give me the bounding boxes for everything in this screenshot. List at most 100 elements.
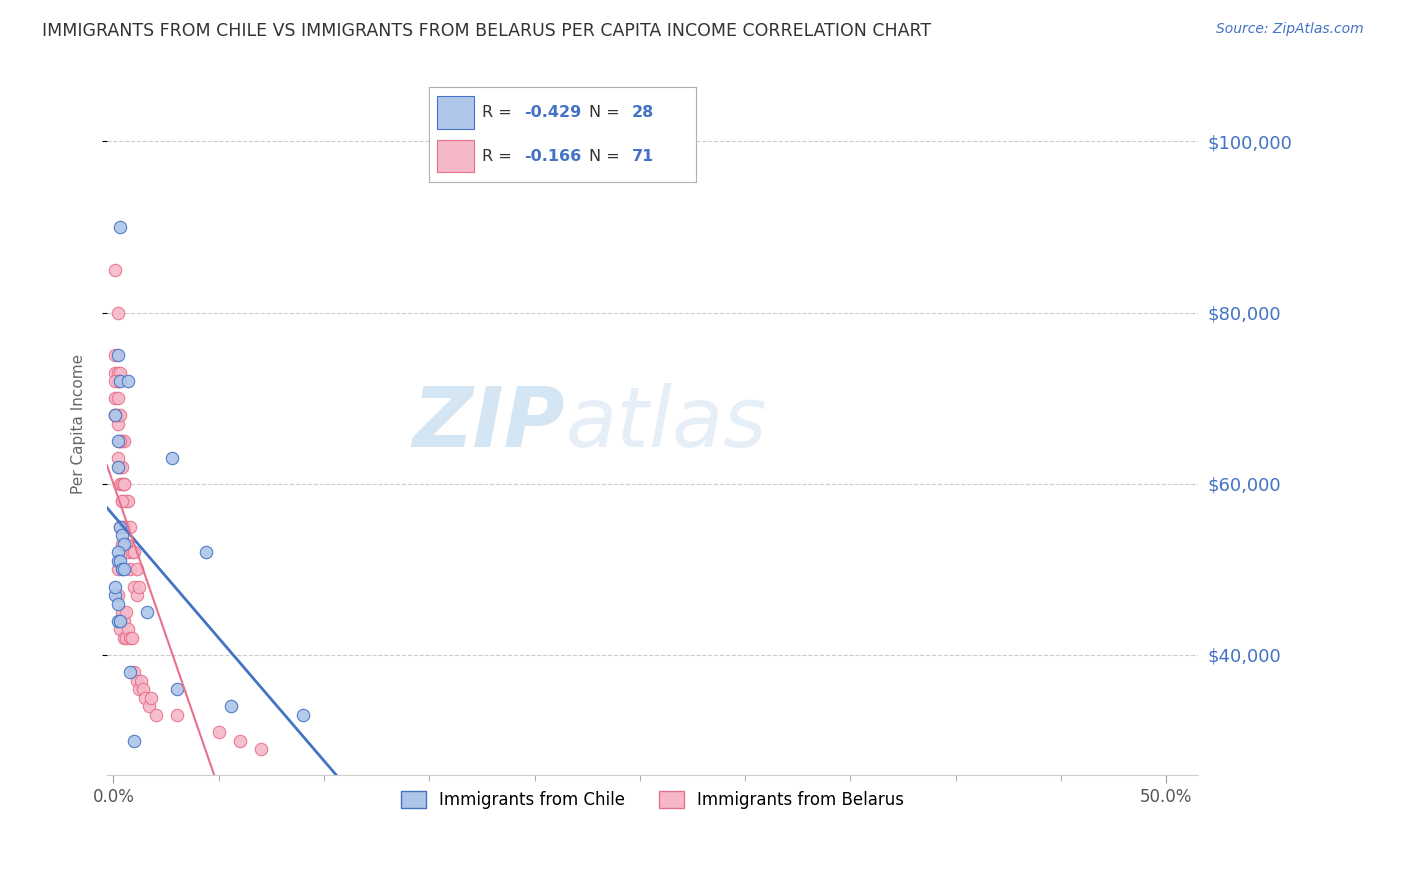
- Point: [138, 699, 160, 714]
- Point: [104, 409, 127, 423]
- Point: [124, 665, 146, 679]
- Point: [111, 434, 134, 448]
- Point: [107, 434, 129, 448]
- Point: [108, 554, 131, 568]
- Point: [107, 374, 129, 388]
- Point: [125, 588, 148, 602]
- Point: [134, 690, 156, 705]
- Point: [208, 725, 231, 739]
- Point: [115, 494, 138, 508]
- Point: [162, 451, 184, 466]
- Point: [291, 707, 314, 722]
- Point: [124, 580, 146, 594]
- Point: [104, 580, 127, 594]
- Point: [107, 348, 129, 362]
- Point: [108, 614, 131, 628]
- Point: [117, 623, 139, 637]
- Point: [112, 519, 135, 533]
- Point: [108, 459, 131, 474]
- Text: atlas: atlas: [565, 384, 766, 465]
- Point: [107, 614, 129, 628]
- Point: [112, 631, 135, 645]
- Point: [120, 665, 142, 679]
- Point: [166, 707, 188, 722]
- Point: [112, 434, 135, 448]
- Point: [117, 494, 139, 508]
- Point: [108, 434, 131, 448]
- Point: [108, 220, 131, 235]
- Point: [107, 366, 129, 380]
- Text: Source: ZipAtlas.com: Source: ZipAtlas.com: [1216, 22, 1364, 37]
- Point: [112, 519, 135, 533]
- Point: [112, 562, 135, 576]
- Point: [166, 682, 188, 697]
- Point: [108, 519, 131, 533]
- Point: [111, 494, 134, 508]
- Point: [108, 366, 131, 380]
- Point: [108, 434, 131, 448]
- Point: [108, 459, 131, 474]
- Point: [121, 631, 143, 645]
- Point: [107, 554, 129, 568]
- Point: [124, 545, 146, 559]
- Point: [111, 494, 134, 508]
- Point: [108, 614, 131, 628]
- Point: [229, 733, 252, 747]
- Point: [115, 631, 138, 645]
- Legend: Immigrants from Chile, Immigrants from Belarus: Immigrants from Chile, Immigrants from B…: [394, 784, 911, 815]
- Point: [108, 476, 131, 491]
- Point: [111, 562, 134, 576]
- Point: [128, 682, 150, 697]
- Point: [120, 631, 142, 645]
- Point: [107, 417, 129, 431]
- Point: [112, 476, 135, 491]
- Point: [104, 409, 127, 423]
- Point: [111, 459, 134, 474]
- Point: [124, 733, 146, 747]
- Point: [108, 623, 131, 637]
- Point: [120, 562, 142, 576]
- Point: [108, 409, 131, 423]
- Point: [107, 588, 129, 602]
- Point: [104, 588, 127, 602]
- Point: [121, 545, 143, 559]
- Point: [112, 614, 135, 628]
- Point: [120, 519, 142, 533]
- Point: [141, 690, 163, 705]
- Point: [107, 545, 129, 559]
- Point: [107, 451, 129, 466]
- Point: [112, 476, 135, 491]
- Point: [115, 605, 138, 619]
- Point: [128, 580, 150, 594]
- Point: [112, 537, 135, 551]
- Point: [107, 391, 129, 405]
- Point: [117, 545, 139, 559]
- Point: [107, 374, 129, 388]
- Point: [104, 374, 127, 388]
- Point: [125, 673, 148, 688]
- Point: [107, 409, 129, 423]
- Point: [111, 528, 134, 542]
- Point: [108, 374, 131, 388]
- Point: [107, 459, 129, 474]
- Point: [107, 597, 129, 611]
- Point: [111, 537, 134, 551]
- Point: [136, 605, 159, 619]
- Point: [107, 305, 129, 319]
- Point: [115, 537, 138, 551]
- Y-axis label: Per Capita Income: Per Capita Income: [72, 354, 86, 494]
- Point: [117, 374, 139, 388]
- Point: [132, 682, 155, 697]
- Point: [129, 673, 152, 688]
- Point: [104, 409, 127, 423]
- Point: [107, 562, 129, 576]
- Point: [104, 263, 127, 277]
- Point: [104, 366, 127, 380]
- Point: [125, 562, 148, 576]
- Point: [249, 742, 271, 756]
- Point: [111, 476, 134, 491]
- Text: IMMIGRANTS FROM CHILE VS IMMIGRANTS FROM BELARUS PER CAPITA INCOME CORRELATION C: IMMIGRANTS FROM CHILE VS IMMIGRANTS FROM…: [42, 22, 931, 40]
- Text: ZIP: ZIP: [412, 384, 565, 465]
- Point: [195, 545, 218, 559]
- Point: [221, 699, 243, 714]
